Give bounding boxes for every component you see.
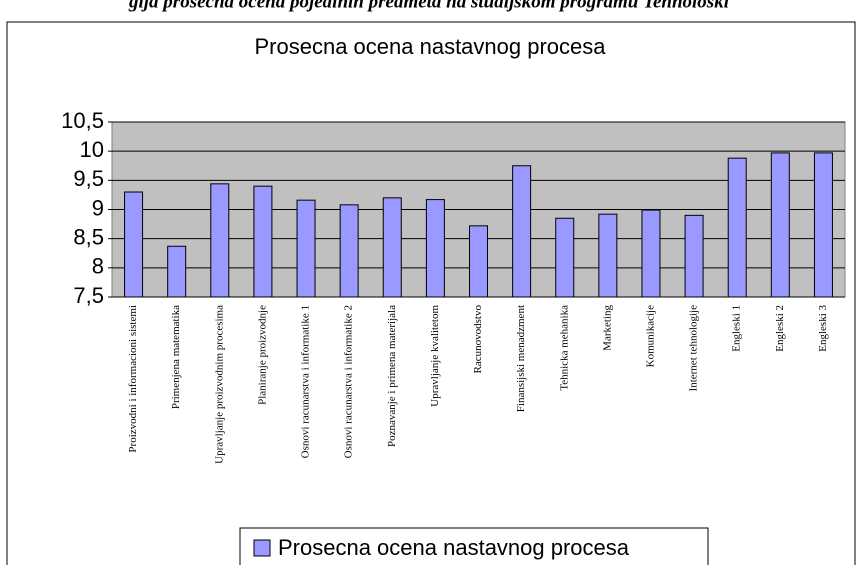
- bar: [813, 152, 833, 298]
- bar: [469, 225, 488, 298]
- bar: [253, 185, 273, 298]
- x-tick-label: Upravljanje kvalitetom: [429, 305, 441, 407]
- x-tick-label: Osnovi racunarstva i informatike 2: [343, 305, 355, 458]
- bar: [684, 214, 704, 298]
- bar: [382, 197, 402, 298]
- bar: [296, 199, 316, 298]
- bar: [641, 209, 661, 298]
- bar: [167, 245, 187, 298]
- x-tick-label: Engleski 3: [817, 305, 829, 352]
- x-tick-label: Finansijski menadzment: [515, 305, 527, 412]
- bar: [210, 183, 230, 298]
- x-tick-label: Komunikacije: [645, 305, 657, 367]
- x-tick-label: Planiranje proizvodnje: [256, 305, 268, 405]
- y-tick-label: 10: [80, 137, 104, 162]
- x-tick-label: Primenjena matematika: [170, 305, 182, 409]
- y-tick-label: 9: [92, 195, 104, 220]
- bar: [555, 217, 575, 298]
- bar: [425, 199, 445, 298]
- legend-swatch: [253, 539, 271, 557]
- x-tick-label: Tehnicka mehanika: [558, 305, 570, 391]
- legend-box: [239, 527, 709, 565]
- bar: [598, 213, 618, 298]
- bar: [727, 157, 747, 298]
- x-tick-label: Poznavanje i primena materijala: [386, 305, 398, 447]
- x-tick-label: Internet tehnologije: [688, 305, 700, 392]
- bar: [770, 152, 790, 298]
- x-tick-label: Racunovodstvo: [472, 305, 484, 374]
- x-tick-label: Upravljanje proizvodnim procesima: [213, 305, 225, 464]
- y-tick-label: 8: [92, 254, 104, 279]
- x-tick-label: Engleski 1: [731, 305, 743, 352]
- x-tick-label: Osnovi racunarstva i informatike 1: [300, 305, 312, 458]
- y-tick-label: 7,5: [73, 283, 104, 308]
- y-tick-label: 10,5: [61, 108, 104, 133]
- caption: gija prosečna ocena pojedinih predmeta n…: [128, 0, 730, 12]
- bar: [124, 191, 144, 298]
- chart-title: Prosecna ocena nastavnog procesa: [254, 34, 606, 59]
- legend-label: Prosecna ocena nastavnog procesa: [278, 535, 630, 560]
- y-tick-label: 8,5: [73, 224, 104, 249]
- bar: [512, 165, 532, 298]
- y-tick-label: 9,5: [73, 166, 104, 191]
- x-tick-label: Engleski 2: [774, 305, 786, 352]
- x-tick-label: Marketing: [601, 305, 613, 351]
- bar: [339, 204, 359, 298]
- x-tick-label: Proizvodni i informacioni sistemi: [127, 305, 139, 453]
